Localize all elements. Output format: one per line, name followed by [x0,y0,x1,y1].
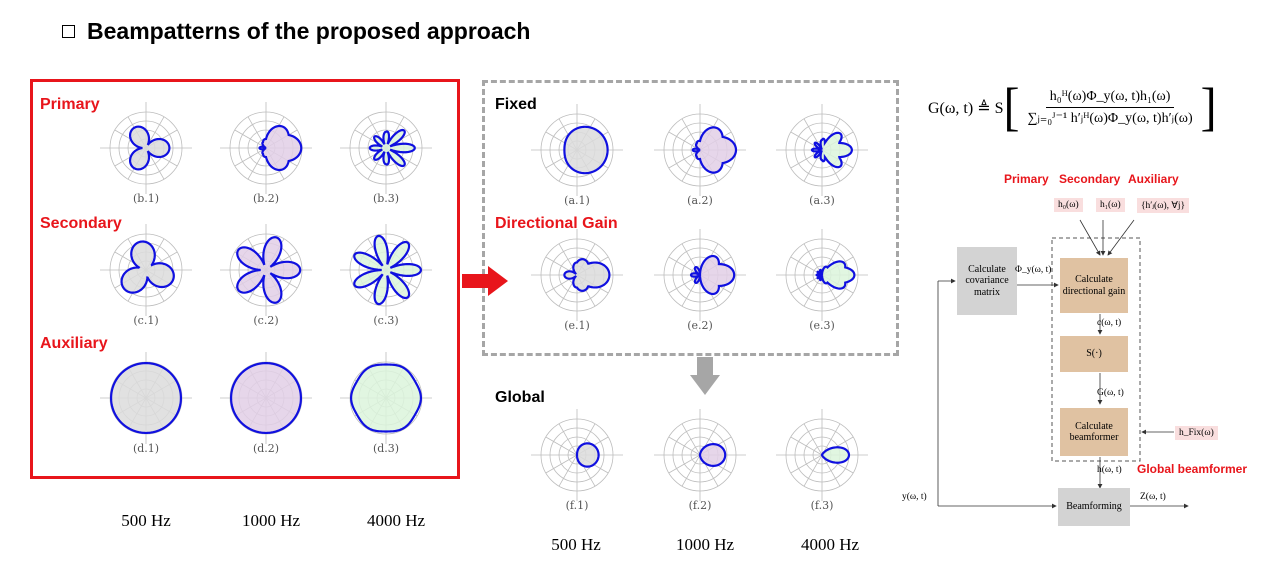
caption-a-2: (a.2) [687,194,713,207]
beampattern-a-1 [531,104,623,196]
caption-b-2: (b.2) [252,192,280,205]
input-hj: {h′ⱼ(ω), ∀j} [1137,198,1190,213]
caption-c-1: (c.1) [133,314,159,327]
beampattern-b-3 [340,102,432,194]
beampattern-c-2 [220,224,312,316]
caption-c-2: (c.2) [253,314,279,327]
diagram-label-secondary: Secondary [1059,172,1121,186]
signal-y: y(ω, t) [902,492,927,502]
beampattern-f-2 [654,409,746,501]
beampattern-a-3 [776,104,868,196]
equation-fraction: h₀ᴴ(ω)Φ_y(ω, t)h₁(ω) ∑ⱼ₌₀ᴶ⁻¹ h′ⱼᴴ(ω)Φ_y(… [1023,89,1196,127]
beampattern-b-1 [100,102,192,194]
caption-a-1: (a.1) [564,194,590,207]
block-directional-gain: Calculate directional gain [1060,258,1128,313]
diagram-label-primary: Primary [1004,172,1049,186]
gray-down-arrow-icon [690,357,720,395]
caption-b-3: (b.3) [372,192,400,205]
caption-e-2: (e.2) [687,319,713,332]
beampattern-d-2 [220,352,312,444]
beampattern-a-2 [654,104,746,196]
block-beamformer: Calculate beamformer [1060,408,1128,456]
global-beamformer-label: Global beamformer [1137,462,1248,476]
input-h1: h₁(ω) [1096,198,1125,212]
caption-d-2: (d.2) [252,442,280,455]
freq-label-4000-global: 4000 Hz [800,535,860,554]
signal-z: Z(ω, t) [1140,492,1166,502]
label-auxiliary: Auxiliary [40,335,108,352]
block-beamforming: Beamforming [1058,488,1130,526]
block-covariance: Calculate covariance matrix [957,247,1017,315]
beampattern-e-3 [776,229,868,321]
label-fixed: Fixed [495,96,537,113]
page-title: Beampatterns of the proposed approach [62,18,530,45]
caption-b-1: (b.1) [132,192,160,205]
beampattern-d-1 [100,352,192,444]
red-arrow-icon [462,266,508,296]
beampattern-b-2 [220,102,312,194]
selection-box-red [30,79,460,479]
caption-a-3: (a.3) [809,194,835,207]
label-directional-gain: Directional Gain [495,215,618,232]
freq-label-500-global: 500 Hz [551,535,601,554]
beampattern-f-3 [776,409,868,501]
block-diagram-lines [937,219,1189,509]
freq-label-1000-global: 1000 Hz [675,535,735,554]
bracket-right: ] [1200,78,1217,137]
beampattern-e-2 [654,229,746,321]
caption-e-3: (e.3) [809,319,835,332]
freq-label-500: 500 Hz [121,511,171,530]
signal-c: c(ω, t) [1097,318,1122,328]
freq-label-4000: 4000 Hz [366,511,426,530]
label-primary: Primary [40,96,100,113]
input-hfix: h_Fix(ω) [1175,426,1218,440]
caption-f-2: (f.2) [688,499,712,512]
caption-f-1: (f.1) [565,499,589,512]
equation-denominator: ∑ⱼ₌₀ᴶ⁻¹ h′ⱼᴴ(ω)Φ_y(ω, t)h′ⱼ(ω) [1027,111,1193,126]
bracket-left: [ [1003,78,1020,137]
bullet-square-icon [62,25,75,38]
caption-f-3: (f.3) [810,499,834,512]
freq-label-1000: 1000 Hz [241,511,301,530]
beampattern-c-3 [340,224,432,316]
signal-h: h(ω, t) [1097,465,1122,475]
caption-d-1: (d.1) [132,442,160,455]
beampattern-d-3 [340,352,432,444]
equation-numerator: h₀ᴴ(ω)Φ_y(ω, t)h₁(ω) [1045,89,1175,108]
equation-lhs: G(ω, t) ≜ S [928,100,1004,117]
diagram-label-auxiliary: Auxiliary [1128,172,1179,186]
caption-e-1: (e.1) [564,319,590,332]
label-global: Global [495,389,545,406]
label-secondary: Secondary [40,215,122,232]
caption-d-3: (d.3) [372,442,400,455]
caption-c-3: (c.3) [373,314,399,327]
block-s: S(·) [1060,336,1128,372]
selection-box-dashed [482,80,899,356]
input-h0: h₀(ω) [1054,198,1083,212]
beampattern-c-1 [100,224,192,316]
equation: G(ω, t) ≜ S [ h₀ᴴ(ω)Φ_y(ω, t)h₁(ω) ∑ⱼ₌₀ᴶ… [928,78,1217,137]
beampattern-e-1 [531,229,623,321]
signal-g: G(ω, t) [1097,388,1124,398]
beampattern-f-1 [531,409,623,501]
signal-phi: Φ_y(ω, t) [1015,265,1052,275]
